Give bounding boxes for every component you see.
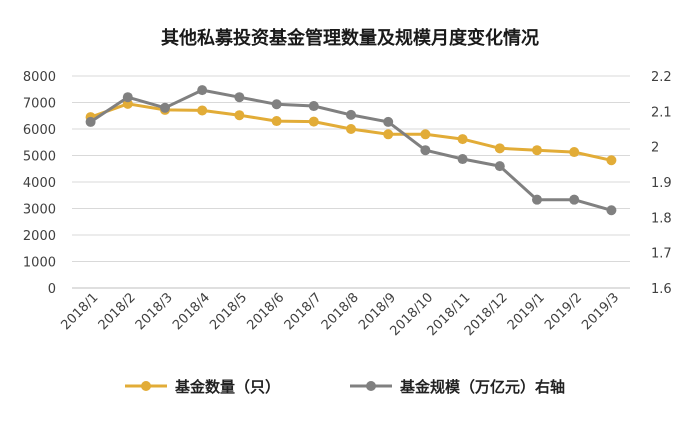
data-point [346,109,356,120]
left-tick-label: 3000 [23,203,56,218]
x-tick-label: 2018/6 [244,290,287,333]
series-lines [85,85,617,216]
data-point [569,147,580,158]
data-point [420,145,431,156]
left-tick-label: 7000 [23,97,56,112]
x-axis: 2018/12018/22018/32018/42018/52018/62018… [58,290,622,339]
data-point [85,116,96,127]
right-tick-label: 1.8 [651,211,672,226]
x-tick-label: 2018/8 [319,290,362,333]
right-tick-label: 1.7 [651,247,672,262]
x-tick-label: 2019/3 [579,290,622,333]
right-axis: 1.6 1.7 1.8 1.9 2 2.1 2.2 [651,70,672,297]
chart-title: 其他私募投资基金管理数量及规模月度变化情况 [161,27,539,49]
data-point [532,194,542,205]
left-tick-label: 5000 [23,150,56,165]
x-tick-label: 2018/7 [282,290,325,333]
data-point [271,116,282,127]
x-tick-label: 2018/4 [170,290,213,333]
data-point [383,116,394,127]
data-point [346,124,356,134]
data-point [234,92,245,103]
left-axis: 0 1000 2000 3000 4000 5000 6000 7000 8000 [23,70,56,297]
data-point [494,161,505,172]
left-tick-label: 6000 [23,123,56,138]
data-point [308,101,319,112]
left-tick-label: 2000 [23,229,56,244]
data-point [420,129,431,140]
data-point [160,102,170,113]
data-point [606,205,617,216]
data-point [457,134,468,145]
right-tick-label: 2.1 [651,105,672,120]
legend-marker [141,381,151,391]
right-tick-label: 2 [651,141,659,156]
left-tick-label: 4000 [23,176,56,191]
x-tick-label: 2018/2 [96,290,139,333]
left-tick-label: 8000 [23,70,56,85]
data-point [197,105,208,116]
left-tick-label: 0 [48,282,56,297]
data-point [122,92,133,103]
right-tick-label: 1.9 [651,176,672,191]
data-point [234,110,245,121]
x-tick-label: 2018/5 [207,290,250,333]
data-point [457,154,468,165]
data-point [197,85,208,96]
legend-marker [366,381,376,391]
right-tick-label: 2.2 [651,70,672,85]
legend-label: 基金数量（只） [174,378,280,396]
x-tick-label: 2018/1 [58,290,101,333]
data-point [606,155,617,166]
x-tick-label: 2019/1 [505,290,548,333]
data-point [569,194,580,205]
left-tick-label: 1000 [23,256,56,271]
right-tick-label: 1.6 [651,282,672,297]
legend-label: 基金规模（万亿元）右轴 [399,378,565,396]
data-point [532,145,542,156]
data-point [383,129,394,140]
x-tick-label: 2019/2 [542,290,585,333]
data-point [271,99,282,110]
data-point [308,116,319,127]
grid [72,75,630,289]
legend: 基金数量（只） 基金规模（万亿元）右轴 [125,378,565,396]
x-tick-label: 2018/3 [133,290,176,333]
data-point [494,143,505,154]
